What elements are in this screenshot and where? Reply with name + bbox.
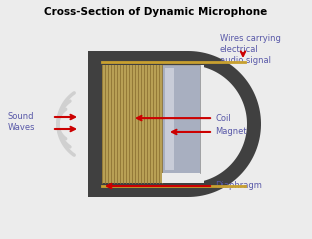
- Bar: [162, 173, 200, 183]
- Bar: [88, 51, 102, 197]
- Bar: [162, 65, 200, 173]
- Polygon shape: [88, 65, 247, 183]
- Text: Wires carrying
electrical
audio signal: Wires carrying electrical audio signal: [220, 34, 281, 65]
- Text: Coil: Coil: [215, 114, 231, 123]
- Bar: [165, 68, 174, 170]
- Text: Magnet: Magnet: [215, 127, 246, 136]
- Text: Sound
Waves: Sound Waves: [8, 112, 36, 132]
- Bar: [102, 65, 204, 183]
- Polygon shape: [88, 51, 261, 197]
- Bar: [102, 65, 162, 183]
- Text: Cross-Section of Dynamic Microphone: Cross-Section of Dynamic Microphone: [44, 7, 268, 17]
- Text: Diaphragm: Diaphragm: [215, 181, 262, 190]
